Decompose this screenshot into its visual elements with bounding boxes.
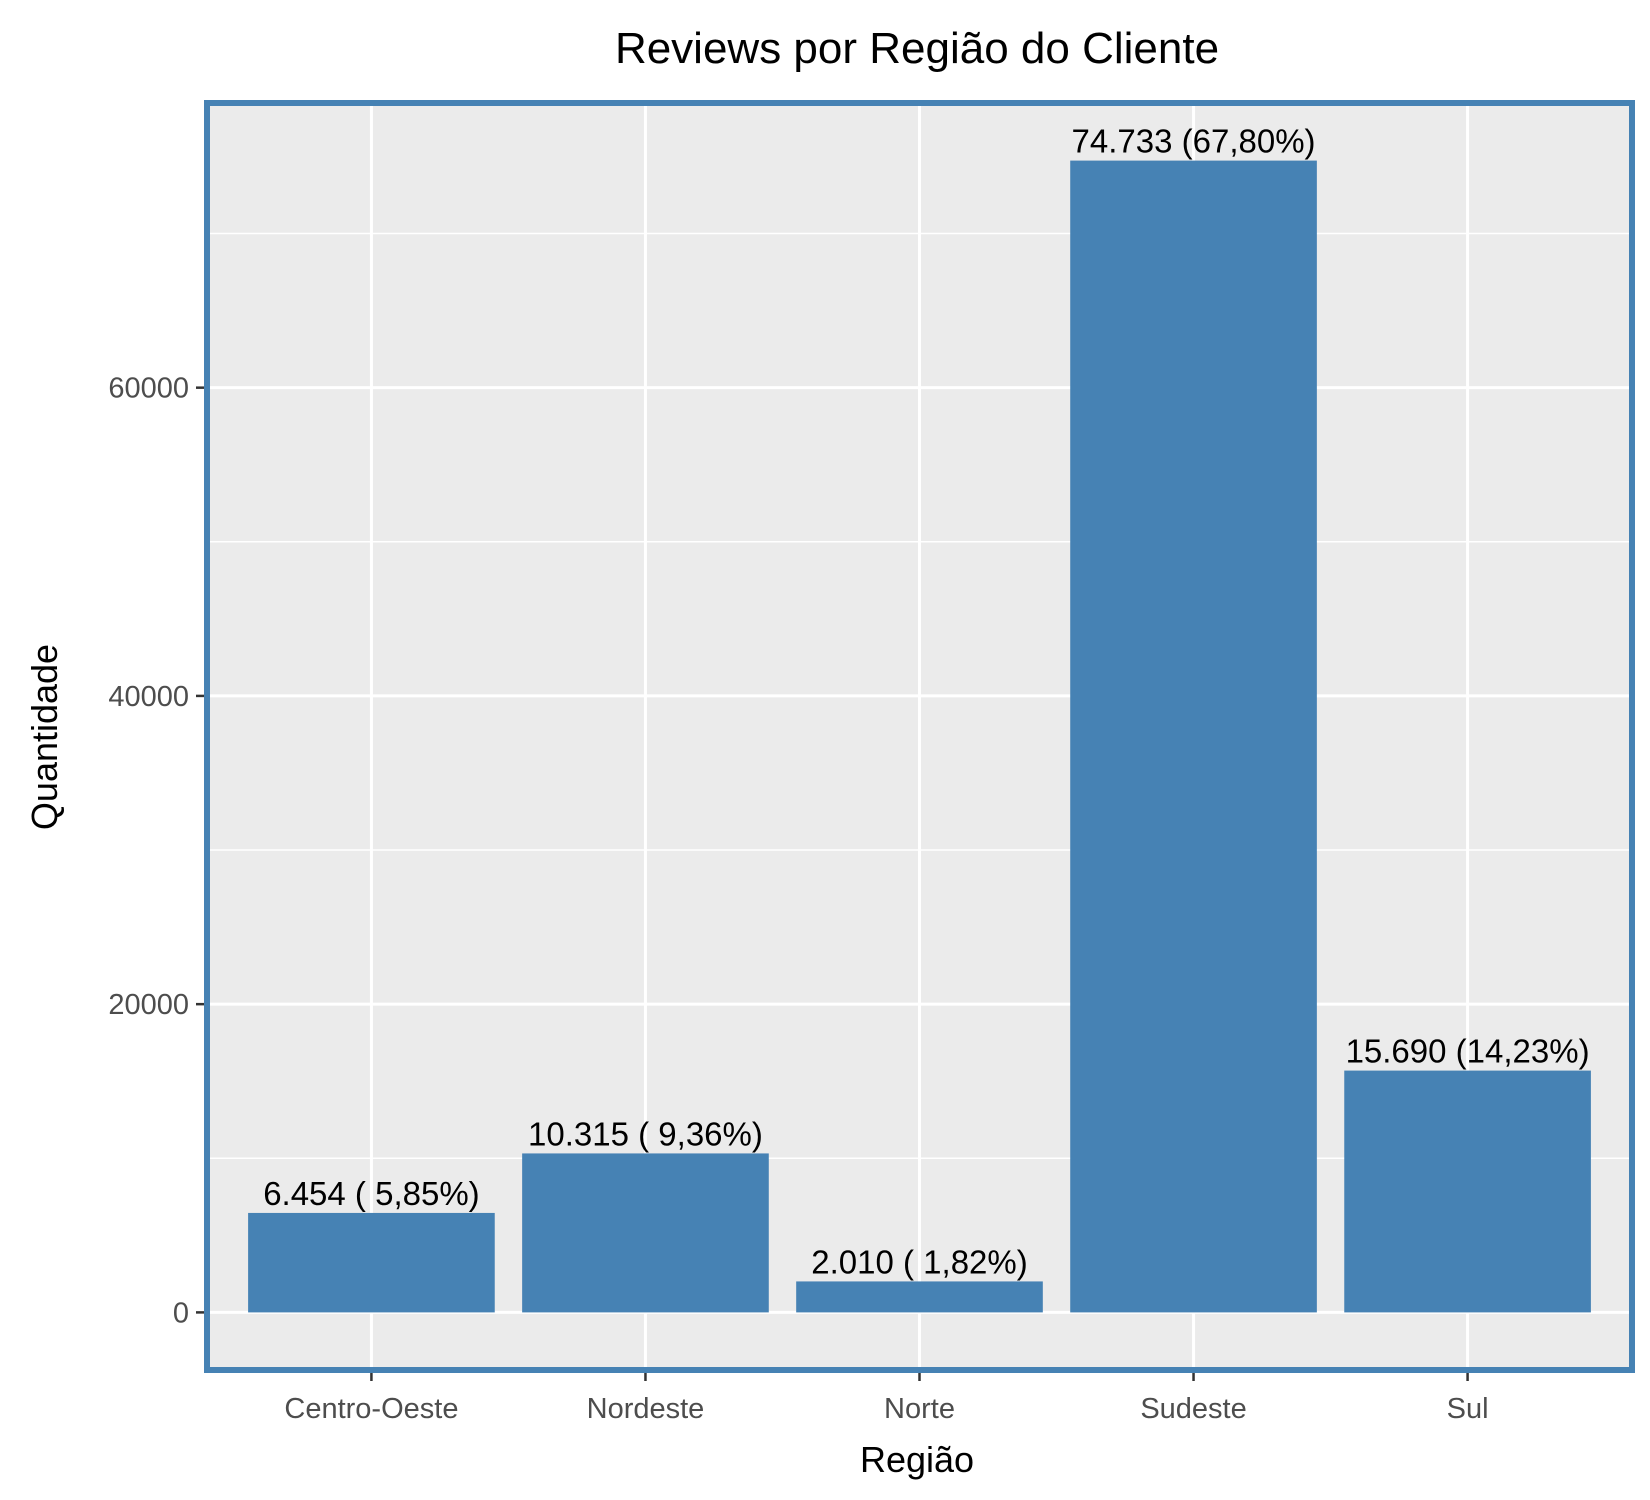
chart-title: Reviews por Região do Cliente <box>615 24 1219 73</box>
x-tick-label: Sudeste <box>1140 1393 1246 1425</box>
data-labels: 6.454 ( 5,85%) 10.315 ( 9,36%) 2.010 ( 1,8… <box>263 123 1589 1281</box>
y-tick-label: 60000 <box>108 373 189 405</box>
bar-sudeste <box>1070 160 1317 1313</box>
x-axis-title: Região <box>860 1439 974 1480</box>
x-tick-label: Sul <box>1447 1393 1489 1425</box>
data-label: 15.690 (14,23%) <box>1346 1033 1590 1070</box>
data-label: 6.454 ( 5,85%) <box>263 1175 479 1212</box>
x-tick-label: Centro-Oeste <box>284 1393 458 1425</box>
bar-norte <box>796 1281 1043 1313</box>
bars <box>248 160 1591 1313</box>
data-label: 74.733 (67,80%) <box>1072 123 1316 160</box>
y-tick-label: 20000 <box>108 989 189 1021</box>
x-tick-label: Nordeste <box>587 1393 705 1425</box>
y-tick-label: 40000 <box>108 681 189 713</box>
bar-centro-oeste <box>248 1212 495 1313</box>
y-axis-title: Quantidade <box>24 644 65 830</box>
y-tick-label: 0 <box>173 1297 189 1329</box>
bar-sul <box>1344 1070 1591 1313</box>
data-label: 2.010 ( 1,82%) <box>811 1243 1027 1280</box>
data-label: 10.315 ( 9,36%) <box>528 1115 763 1152</box>
bar-nordeste <box>522 1153 769 1313</box>
plot-panel-border <box>204 100 1635 1373</box>
x-tick-label: Norte <box>884 1393 955 1425</box>
axes: 0 20000 40000 60000 Centro-Oeste Nordeste Nort… <box>108 373 1488 1425</box>
